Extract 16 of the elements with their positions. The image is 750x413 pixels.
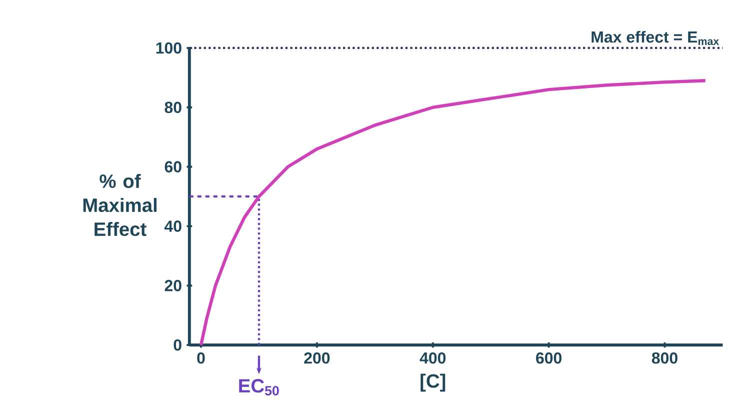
x-tick-label: 800 xyxy=(652,352,678,364)
y-axis-title: % of Maximal Effect xyxy=(83,174,157,236)
y-tick-label: 80 xyxy=(164,102,182,114)
y-tick-label: 20 xyxy=(164,280,182,292)
y-tick-label: 100 xyxy=(156,42,182,54)
x-axis-title: [C] xyxy=(420,374,446,392)
x-tick-label: 200 xyxy=(304,352,330,364)
y-tick-label: 0 xyxy=(174,339,182,351)
x-tick-label: 600 xyxy=(536,352,562,364)
y-tick-label: 40 xyxy=(164,220,182,232)
ref-line-label: Max effect = E$_{max}$ xyxy=(592,30,720,46)
x-tick-label: 0 xyxy=(197,352,205,364)
x-tick-label: 400 xyxy=(420,352,446,364)
ref-line-label: EC$_{50}$ xyxy=(239,379,279,396)
line-series xyxy=(199,79,707,347)
y-tick-label: 60 xyxy=(164,161,182,172)
